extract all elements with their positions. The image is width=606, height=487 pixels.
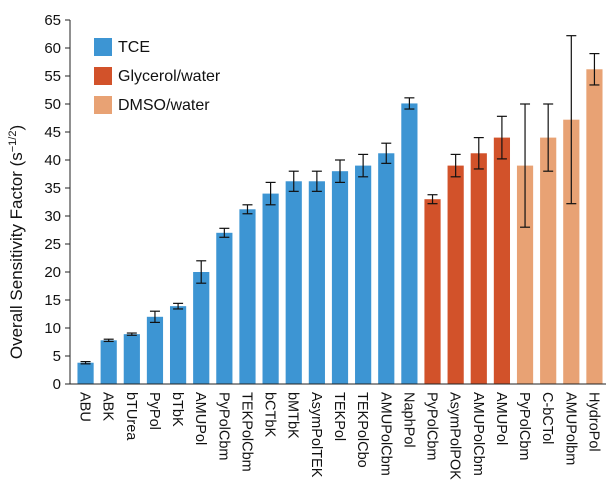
y-axis-title-suffix: )	[7, 125, 26, 131]
bar	[216, 232, 233, 384]
y-axis-ticks: 0 5 10 15 20 25 30 35 40 45 50 55 60 65	[44, 12, 70, 393]
y-tick-label: 35	[44, 180, 61, 197]
x-category-label: bTUrea	[123, 392, 139, 441]
x-category-label: TEKPolCbo	[354, 392, 370, 468]
y-tick-label: 5	[53, 348, 61, 365]
x-category-label: NaphPol	[400, 392, 416, 448]
bar	[563, 119, 580, 385]
legend-swatch	[94, 96, 112, 114]
x-category-label: bTbK	[169, 392, 185, 427]
bar	[308, 181, 325, 384]
y-tick-label: 10	[44, 320, 61, 337]
y-tick-label: 45	[44, 124, 61, 141]
legend-swatch	[94, 67, 112, 85]
bar	[77, 362, 94, 384]
legend-label: DMSO/water	[118, 97, 210, 114]
x-category-label: ABK	[100, 392, 116, 421]
bar	[262, 193, 279, 384]
x-category-label: PyPolCbm	[424, 392, 440, 461]
y-tick-label: 25	[44, 236, 61, 253]
legend-label: Glycerol/water	[118, 68, 221, 85]
x-category-label: PyPol	[146, 392, 162, 430]
bar	[123, 334, 140, 384]
y-tick-label: 50	[44, 96, 61, 113]
y-tick-label: 55	[44, 68, 61, 85]
x-axis-labels: ABU ABK bTUrea PyPol bTbK AMUPol PyPolCbm TEKPo…	[77, 392, 602, 480]
x-category-label: AMUPolCbm	[377, 392, 393, 476]
bar	[239, 209, 256, 384]
legend-swatch	[94, 38, 112, 56]
x-category-label: C-bCTol	[539, 392, 555, 444]
y-tick-label: 20	[44, 264, 61, 281]
x-category-label: AMUPolCbm	[470, 392, 486, 476]
y-tick-label: 60	[44, 40, 61, 57]
x-category-label: TEKPol	[331, 392, 347, 441]
legend-label: TCE	[118, 39, 150, 56]
x-category-label: AsymPolTEK	[308, 392, 324, 478]
bar	[540, 137, 557, 384]
y-tick-label: 15	[44, 292, 61, 309]
bars-group	[77, 69, 603, 385]
x-category-label: HydroPol	[585, 392, 601, 452]
x-category-label: AsymPolPOK	[447, 392, 463, 480]
y-tick-label: 0	[53, 376, 61, 393]
bar	[169, 306, 187, 384]
x-category-label: PyPolCbm	[516, 392, 532, 461]
x-category-label: AMUPolbm	[562, 392, 578, 465]
x-category-label: PyPolCbm	[215, 392, 231, 461]
bar	[516, 165, 534, 384]
x-category-label: TEKPolCbm	[238, 392, 254, 472]
error-bars-group	[80, 35, 600, 365]
bar	[493, 137, 511, 384]
bar	[447, 165, 464, 384]
y-tick-label: 40	[44, 152, 61, 169]
x-category-label: AMUPol	[493, 392, 509, 445]
bar	[586, 69, 603, 384]
bar	[285, 181, 302, 384]
bar	[193, 272, 210, 384]
y-axis-title-main: Overall Sensitivity Factor (s	[7, 152, 26, 359]
x-category-label: bMTbK	[285, 392, 301, 439]
y-axis-title: Overall Sensitivity Factor (s−1/2)	[7, 125, 26, 359]
y-tick-label: 30	[44, 208, 61, 225]
x-category-label: ABU	[77, 392, 93, 422]
bar	[100, 340, 117, 384]
bar	[146, 316, 164, 384]
bar	[401, 103, 418, 384]
bar	[424, 199, 441, 384]
x-category-label: bCTbK	[262, 392, 278, 437]
legend: TCE Glycerol/water DMSO/water	[82, 30, 232, 114]
y-axis-title-exponent: −1/2	[7, 131, 19, 153]
bar	[378, 153, 395, 384]
bar	[331, 171, 349, 384]
x-category-label: AMUPol	[192, 392, 208, 445]
bar	[355, 165, 372, 384]
y-tick-label: 65	[44, 12, 61, 29]
bar	[470, 153, 487, 384]
